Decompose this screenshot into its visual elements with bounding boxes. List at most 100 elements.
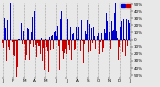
Bar xyxy=(33,40,34,47)
Bar xyxy=(2,40,3,43)
Bar xyxy=(42,40,43,61)
Bar xyxy=(112,31,113,40)
Bar xyxy=(51,36,52,40)
Bar xyxy=(9,40,10,50)
Bar xyxy=(52,35,53,40)
Bar xyxy=(29,40,30,60)
Bar xyxy=(58,40,59,46)
Bar xyxy=(54,32,55,40)
Bar xyxy=(56,36,57,40)
Bar xyxy=(101,33,102,40)
Bar xyxy=(59,40,60,70)
Bar xyxy=(65,40,66,49)
Bar xyxy=(90,40,91,51)
Bar xyxy=(92,40,93,43)
Bar xyxy=(75,40,76,49)
Bar xyxy=(126,19,127,40)
Bar xyxy=(109,32,110,40)
Bar xyxy=(72,20,73,40)
Bar xyxy=(32,17,33,40)
Bar xyxy=(49,37,50,40)
Bar xyxy=(78,40,79,50)
Bar xyxy=(115,3,116,40)
Bar xyxy=(22,40,23,44)
Bar xyxy=(74,40,75,50)
Bar xyxy=(38,40,39,46)
Bar xyxy=(113,40,114,41)
Bar xyxy=(7,20,8,40)
Bar xyxy=(41,38,42,40)
Bar xyxy=(44,40,45,77)
Bar xyxy=(100,36,101,40)
Bar xyxy=(40,40,41,54)
Bar xyxy=(91,40,92,48)
Bar xyxy=(93,27,94,40)
Bar xyxy=(89,24,90,40)
Bar xyxy=(116,31,117,40)
Bar xyxy=(21,23,22,40)
Bar xyxy=(31,32,32,40)
Bar xyxy=(121,21,122,40)
Bar xyxy=(123,19,124,40)
Bar xyxy=(70,27,71,40)
Bar xyxy=(118,40,119,60)
Bar xyxy=(57,26,58,40)
Bar xyxy=(105,33,106,40)
Bar xyxy=(13,40,14,56)
Bar xyxy=(94,36,95,40)
Bar xyxy=(127,40,128,46)
Bar xyxy=(77,39,78,40)
Bar xyxy=(124,39,125,40)
Bar xyxy=(104,29,105,40)
Bar xyxy=(80,40,81,51)
Bar xyxy=(55,31,56,40)
Bar xyxy=(73,33,74,40)
Bar xyxy=(34,11,35,40)
Bar xyxy=(43,40,44,41)
Bar xyxy=(14,40,15,56)
Bar xyxy=(99,40,100,54)
Bar xyxy=(15,40,16,41)
Bar xyxy=(63,40,64,59)
Bar xyxy=(106,13,107,40)
Bar xyxy=(10,3,11,40)
Bar xyxy=(45,39,46,40)
Bar xyxy=(128,20,129,40)
Bar xyxy=(30,40,31,42)
Bar xyxy=(46,40,47,47)
Bar xyxy=(28,29,29,40)
Bar xyxy=(48,40,49,72)
Bar xyxy=(47,40,48,51)
Bar xyxy=(95,40,96,49)
Bar xyxy=(17,40,18,68)
Bar xyxy=(6,40,7,61)
Bar xyxy=(37,40,38,70)
Bar xyxy=(81,20,82,40)
Bar xyxy=(35,40,36,45)
Bar xyxy=(110,40,111,49)
Bar xyxy=(66,40,67,54)
Bar xyxy=(16,40,17,77)
Bar xyxy=(62,40,63,51)
Bar xyxy=(23,40,24,55)
Bar xyxy=(50,40,51,50)
Bar xyxy=(117,38,118,40)
Bar xyxy=(53,40,54,49)
Bar xyxy=(8,40,9,47)
Bar xyxy=(39,40,40,46)
Bar xyxy=(111,21,112,40)
Bar xyxy=(125,40,126,56)
Bar xyxy=(103,40,104,48)
Bar xyxy=(61,11,62,40)
Bar xyxy=(36,40,37,57)
Bar xyxy=(86,34,87,40)
Bar xyxy=(88,40,89,52)
Bar xyxy=(76,27,77,40)
Bar xyxy=(3,40,4,48)
Bar xyxy=(24,34,25,40)
Bar xyxy=(64,40,65,53)
Bar xyxy=(19,39,20,40)
Bar xyxy=(84,40,85,44)
Bar xyxy=(83,40,84,63)
Bar xyxy=(18,39,19,40)
